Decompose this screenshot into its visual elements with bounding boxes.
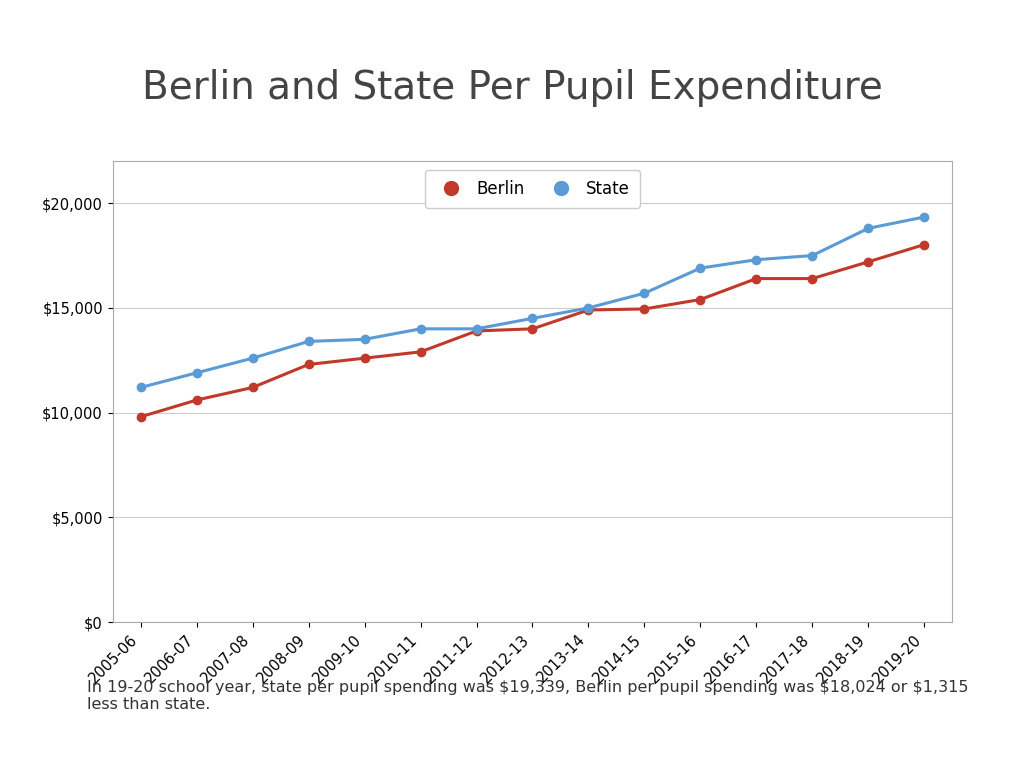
- Text: In 19-20 school year, state per pupil spending was $19,339, Berlin per pupil spe: In 19-20 school year, state per pupil sp…: [87, 680, 969, 712]
- Text: Berlin and State Per Pupil Expenditure: Berlin and State Per Pupil Expenditure: [141, 69, 883, 107]
- Legend: Berlin, State: Berlin, State: [425, 170, 640, 207]
